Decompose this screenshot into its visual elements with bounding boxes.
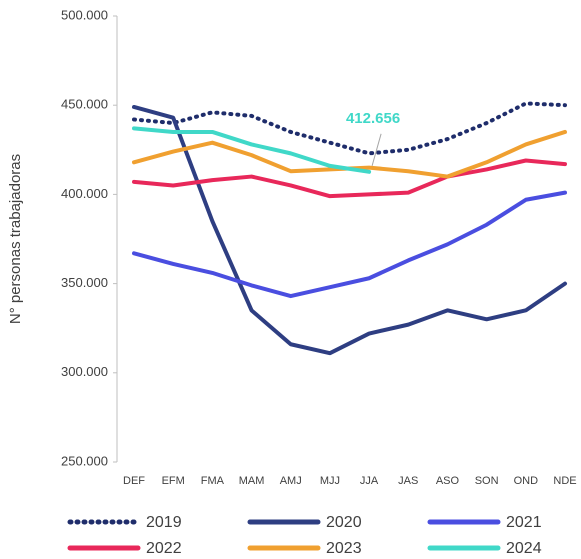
x-tick-label: OND	[514, 475, 539, 487]
series-line	[132, 190, 567, 299]
y-tick-label: 500.000	[61, 7, 108, 22]
legend-label: 2022	[146, 540, 182, 557]
series-line	[132, 101, 567, 156]
series-line	[132, 126, 372, 174]
x-tick-label: SON	[475, 475, 499, 487]
legend-label: 2024	[506, 540, 542, 557]
annotation-leader	[371, 133, 382, 166]
legend-label: 2021	[506, 514, 542, 531]
x-tick-label: ASO	[436, 475, 460, 487]
x-tick-label: NDE	[553, 475, 576, 487]
legend-label: 2019	[146, 514, 182, 531]
legend-label: 2020	[326, 514, 362, 531]
y-tick-label: 250.000	[61, 453, 108, 468]
y-tick-label: 400.000	[61, 186, 108, 201]
x-tick-label: MAM	[239, 475, 265, 487]
x-tick-label: EFM	[162, 475, 185, 487]
x-tick-label: MJJ	[320, 475, 340, 487]
legend-label: 2023	[326, 540, 362, 557]
x-tick-label: JAS	[398, 475, 418, 487]
x-tick-label: FMA	[201, 475, 225, 487]
value-label: 412.656	[346, 110, 400, 127]
y-tick-label: 450.000	[61, 97, 108, 112]
y-axis-label: N° personas trabajadoras	[7, 154, 24, 324]
series-line	[132, 104, 567, 356]
x-tick-label: DEF	[123, 475, 145, 487]
x-tick-label: JJA	[360, 475, 379, 487]
series-line	[132, 158, 567, 199]
y-tick-label: 350.000	[61, 275, 108, 290]
x-tick-label: AMJ	[280, 475, 302, 487]
y-tick-label: 300.000	[61, 364, 108, 379]
